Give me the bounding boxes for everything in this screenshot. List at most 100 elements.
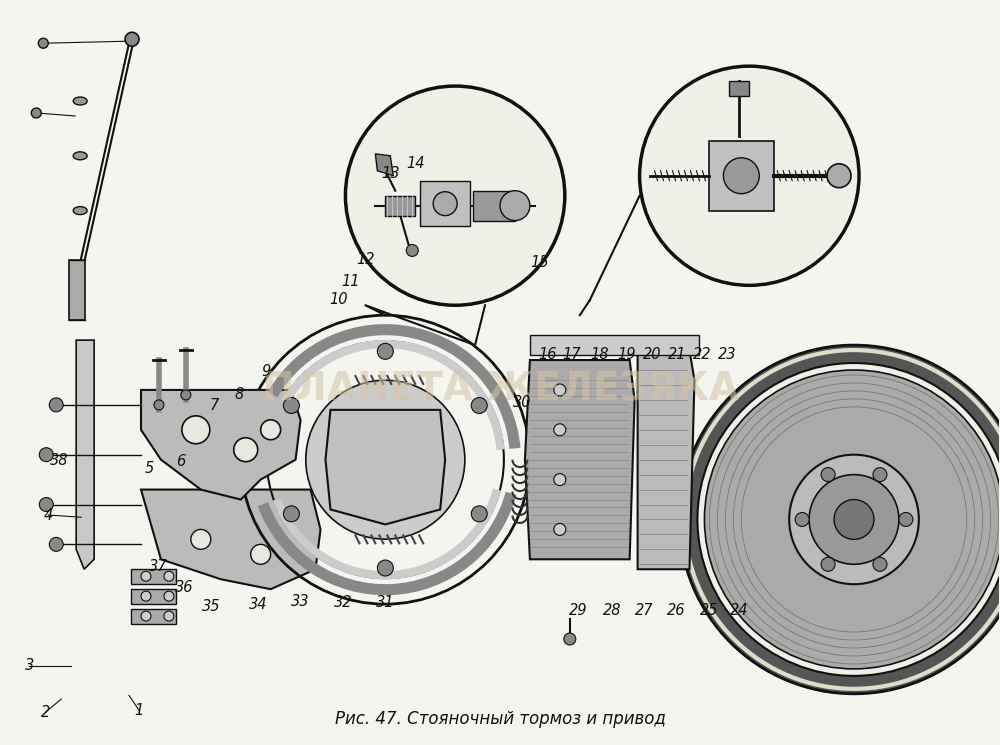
Circle shape [640,66,859,285]
Polygon shape [530,335,699,355]
Text: 28: 28 [602,603,621,618]
Circle shape [873,468,887,481]
Polygon shape [525,360,635,559]
Ellipse shape [73,97,87,105]
Circle shape [31,108,41,118]
Circle shape [306,380,465,539]
Text: 11: 11 [341,274,360,290]
Polygon shape [709,141,774,211]
Polygon shape [141,489,320,589]
Text: 8: 8 [234,387,243,402]
Circle shape [500,191,530,221]
Text: 12: 12 [356,252,375,267]
Circle shape [251,545,271,564]
Polygon shape [131,589,176,604]
Text: 5: 5 [144,461,154,477]
Text: 10: 10 [329,292,348,307]
Circle shape [827,164,851,188]
Text: 6: 6 [176,454,186,469]
Text: 9: 9 [261,364,270,378]
Circle shape [406,244,418,256]
Text: 21: 21 [668,347,687,362]
Circle shape [471,398,487,413]
Circle shape [283,506,299,522]
Text: ПЛАНЕТА ЖЕЛЕЗЯКА: ПЛАНЕТА ЖЕЛЕЗЯКА [262,371,738,409]
Circle shape [261,420,281,440]
Circle shape [471,506,487,522]
Circle shape [191,530,211,549]
Polygon shape [473,191,515,221]
Circle shape [564,633,576,645]
Circle shape [154,400,164,410]
Text: 15: 15 [531,255,549,270]
Circle shape [141,611,151,621]
Circle shape [554,424,566,436]
Text: 25: 25 [700,603,719,618]
Text: Рис. 47. Стояночный тормоз и привод: Рис. 47. Стояночный тормоз и привод [335,710,665,728]
Text: 35: 35 [202,599,220,614]
Text: 33: 33 [291,594,310,609]
Circle shape [704,370,1000,669]
Text: 37: 37 [149,559,167,574]
Polygon shape [375,153,393,176]
Polygon shape [69,261,85,320]
Circle shape [164,611,174,621]
Polygon shape [325,410,445,524]
Circle shape [377,343,393,359]
Text: 23: 23 [718,347,737,362]
Text: 13: 13 [381,166,400,181]
Ellipse shape [73,152,87,159]
Circle shape [49,398,63,412]
Circle shape [141,592,151,601]
Text: 19: 19 [617,347,636,362]
Text: 38: 38 [50,452,68,468]
Circle shape [554,474,566,486]
Circle shape [834,500,874,539]
Circle shape [795,513,809,527]
Circle shape [873,557,887,571]
Circle shape [680,345,1000,694]
Polygon shape [76,340,94,569]
Text: 34: 34 [249,597,268,612]
Circle shape [38,38,48,48]
Text: 26: 26 [667,603,686,618]
Ellipse shape [73,206,87,215]
Circle shape [125,32,139,46]
Text: 20: 20 [643,347,662,362]
Circle shape [554,384,566,396]
Text: 2: 2 [41,705,50,720]
Circle shape [345,86,565,305]
Text: 30: 30 [513,395,531,410]
Polygon shape [141,390,301,500]
Text: 27: 27 [635,603,654,618]
Text: 22: 22 [693,347,712,362]
Text: 16: 16 [539,347,557,362]
Text: 17: 17 [563,347,581,362]
Circle shape [723,158,759,194]
Text: 3: 3 [25,658,34,673]
Text: 4: 4 [44,507,53,522]
Text: 32: 32 [334,595,353,610]
Circle shape [554,524,566,536]
Circle shape [697,363,1000,676]
Circle shape [181,390,191,400]
Circle shape [39,498,53,512]
Circle shape [234,438,258,462]
Text: 18: 18 [590,347,609,362]
Polygon shape [131,609,176,624]
Circle shape [164,571,174,581]
Circle shape [164,592,174,601]
Circle shape [899,513,913,527]
Text: 1: 1 [134,703,144,717]
Text: 36: 36 [175,580,193,595]
Polygon shape [638,350,694,569]
Circle shape [283,398,299,413]
Circle shape [141,571,151,581]
Circle shape [821,468,835,481]
Circle shape [377,560,393,576]
Polygon shape [729,81,749,96]
Text: 14: 14 [406,156,424,171]
Polygon shape [420,181,470,226]
Polygon shape [131,569,176,584]
Circle shape [809,475,899,564]
